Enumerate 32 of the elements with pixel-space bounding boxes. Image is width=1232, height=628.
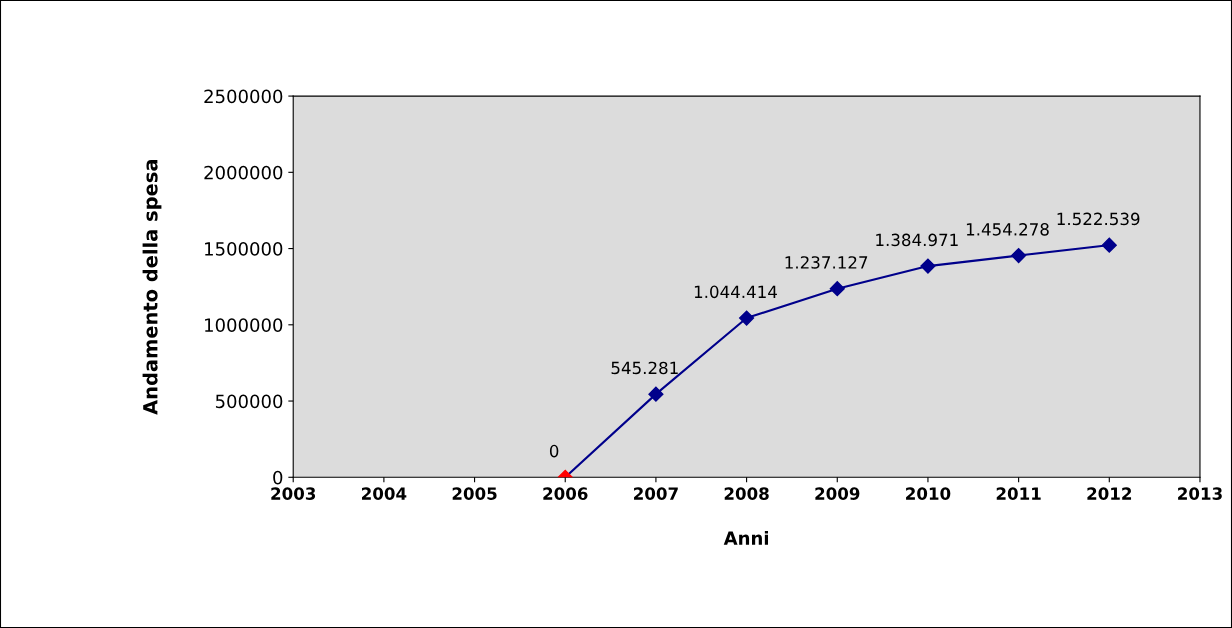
x-tick-label: 2004 bbox=[362, 487, 407, 500]
point bbox=[648, 386, 664, 402]
y-tick-label: 2500000 bbox=[204, 89, 283, 104]
data-label: 0 bbox=[549, 444, 559, 458]
x-tick-label: 2003 bbox=[271, 487, 316, 500]
data-label: 1.384.971 bbox=[876, 233, 958, 247]
y-tick-label: 2000000 bbox=[204, 165, 283, 180]
x-tick-label: 2011 bbox=[996, 487, 1041, 500]
x-tick-label: 2007 bbox=[634, 487, 678, 500]
data-label: 1.237.127 bbox=[785, 256, 868, 269]
x-tick-label: 2012 bbox=[1087, 487, 1132, 500]
data-label: 1.044.414 bbox=[694, 285, 777, 299]
point bbox=[829, 281, 845, 297]
y-tick-label: 500000 bbox=[215, 394, 283, 409]
x-axis-title: Anni bbox=[723, 530, 769, 545]
y-tick-label: 1500000 bbox=[205, 242, 283, 256]
data-label: 1.522.539 bbox=[1057, 212, 1140, 226]
x-tick-label: 2013 bbox=[1178, 487, 1222, 500]
y-tick-label: 1000000 bbox=[205, 318, 283, 332]
x-tick-label: 2008 bbox=[724, 487, 769, 500]
data-label: 545.281 bbox=[611, 361, 678, 375]
point bbox=[739, 310, 755, 326]
y-tick-label: 0 bbox=[273, 470, 283, 485]
point bbox=[1011, 247, 1027, 264]
x-tick-label: 2006 bbox=[543, 487, 588, 500]
x-tick-label: 2005 bbox=[452, 487, 497, 500]
data-label: 1.454.278 bbox=[966, 223, 1049, 236]
x-tick-label: 2010 bbox=[906, 487, 951, 500]
x-tick-label: 2009 bbox=[815, 487, 860, 500]
y-axis-title: Andamento della spesa bbox=[142, 160, 162, 415]
point bbox=[1101, 237, 1117, 253]
point bbox=[920, 258, 936, 274]
